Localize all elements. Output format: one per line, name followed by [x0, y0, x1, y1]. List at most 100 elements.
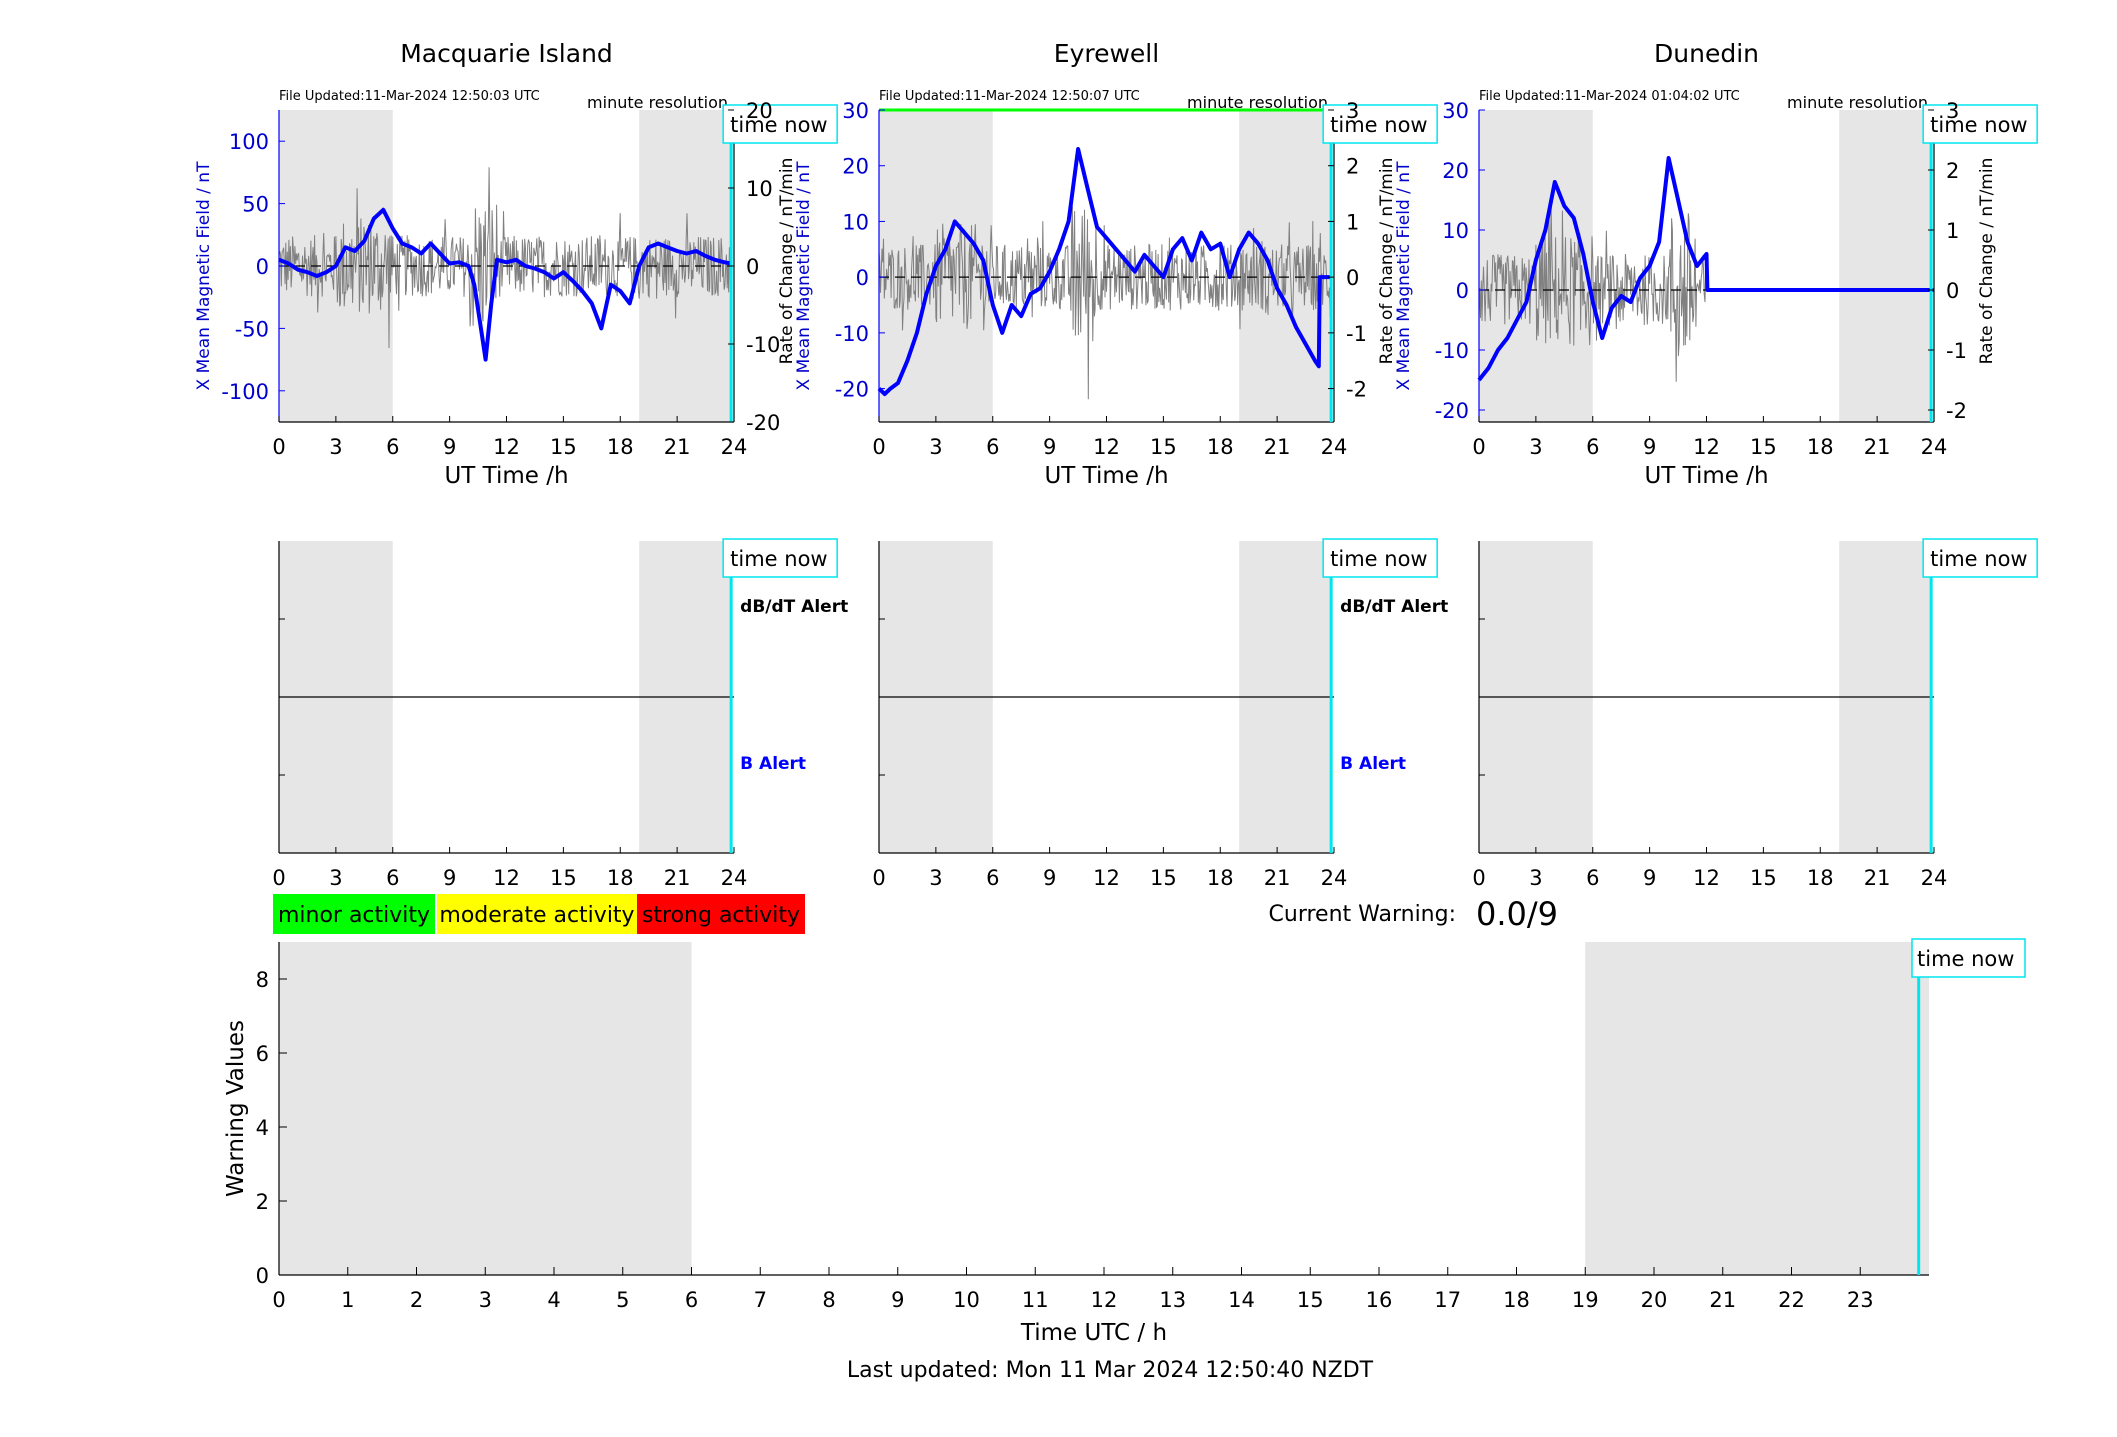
x-tick-label: 3 [479, 1288, 492, 1312]
x-tick-label: 24 [1921, 435, 1948, 459]
b-tick-label: -100 [221, 380, 269, 404]
x-tick-label: 3 [929, 866, 942, 890]
rate-tick-label: -10 [746, 333, 780, 357]
b-tick-label: -20 [1435, 399, 1469, 423]
legend-moderate-swatch [437, 894, 637, 934]
x-axis-label: UT Time /h [1044, 463, 1168, 489]
rate-tick-label: 20 [746, 99, 773, 123]
rate-tick-label: -1 [1346, 322, 1367, 346]
file-updated-text: File Updated:11-Mar-2024 01:04:02 UTC [1479, 89, 1740, 104]
x-tick-label: 9 [1043, 435, 1056, 459]
rate-tick-label: 0 [746, 255, 759, 279]
alert-panel-0: time now dB/dT Alert B Alert 0 3 6 9 12 15 18 21 24 [272, 538, 848, 890]
x-tick-label: 9 [443, 435, 456, 459]
x-tick-label: 24 [1321, 435, 1348, 459]
x-tick-label: 18 [607, 866, 634, 890]
x-tick-label: 15 [1297, 1288, 1324, 1312]
x-tick-label: 18 [607, 435, 634, 459]
time-now-box [1322, 104, 1438, 144]
night-band [1585, 942, 1929, 1275]
b-tick-label: 10 [842, 210, 869, 234]
x-tick-label: 24 [721, 435, 748, 459]
b-tick-label: 10 [1442, 219, 1469, 243]
x-tick-label: 24 [1921, 866, 1948, 890]
time-now-label: time now [1930, 113, 2027, 137]
rate-tick-label: -2 [1946, 399, 1967, 423]
time-now-box [1922, 104, 2038, 144]
x-tick-label: 3 [329, 866, 342, 890]
x-tick-label: 16 [1366, 1288, 1393, 1312]
legend-moderate-label: moderate activity [439, 903, 634, 928]
x-tick-label: 1 [341, 1288, 354, 1312]
b-alert-label: B Alert [1340, 754, 1406, 774]
x-tick-label: 6 [685, 1288, 698, 1312]
y-axis-label: Warning Values [223, 1020, 249, 1197]
x-tick-label: 4 [547, 1288, 560, 1312]
x-tick-label: 3 [929, 435, 942, 459]
rate-tick-label: 3 [1346, 99, 1359, 123]
legend-minor-label: minor activity [278, 903, 430, 928]
station-field-panels: Macquarie Island File Updated:11-Mar-2024… [194, 39, 2038, 489]
time-now-label: time now [1930, 547, 2027, 571]
x-tick-label: 24 [721, 866, 748, 890]
x-tick-label: 18 [1807, 435, 1834, 459]
rate-tick-label: -2 [1346, 378, 1367, 402]
time-now-label: time now [730, 547, 827, 571]
x-tick-label: 2 [410, 1288, 423, 1312]
rate-tick-label: 3 [1946, 99, 1959, 123]
x-tick-label: 15 [1150, 866, 1177, 890]
station-alert-panels: time now dB/dT Alert B Alert 0 3 6 9 12 15 18 21 24… [272, 538, 2038, 890]
y-tick-label: 0 [256, 1264, 269, 1288]
x-tick-label: 9 [1643, 435, 1656, 459]
rate-tick-label: 2 [1946, 159, 1959, 183]
x-tick-label: 0 [872, 866, 885, 890]
time-now-label: time now [730, 113, 827, 137]
rate-tick-label: 2 [1346, 155, 1359, 179]
current-warning-label: Current Warning: [1269, 902, 1456, 927]
x-tick-label: 18 [1207, 866, 1234, 890]
magnetic-field-trace [877, 147, 1332, 397]
x-tick-label: 15 [550, 866, 577, 890]
station-title: Eyrewell [1054, 39, 1159, 68]
time-now-label: time now [1330, 113, 1427, 137]
x-tick-label: 18 [1503, 1288, 1530, 1312]
x-axis-label: UT Time /h [444, 463, 568, 489]
x-tick-label: 12 [1693, 435, 1720, 459]
rate-tick-label: 0 [1946, 279, 1959, 303]
magnetic-field-trace [1477, 156, 1934, 382]
x-tick-label: 6 [386, 435, 399, 459]
b-tick-label: 30 [1442, 99, 1469, 123]
y-tick-label: 8 [256, 968, 269, 992]
legend-strong-swatch [637, 894, 805, 934]
b-axis-label: X Mean Magnetic Field / nT [194, 161, 214, 391]
x-tick-label: 10 [953, 1288, 980, 1312]
x-tick-label: 15 [1150, 435, 1177, 459]
rate-of-change-trace [1478, 196, 1707, 382]
rate-tick-label: 1 [1346, 210, 1359, 234]
b-tick-label: 0 [856, 266, 869, 290]
b-alert-label: B Alert [740, 754, 806, 774]
x-tick-label: 6 [386, 866, 399, 890]
x-tick-label: 6 [1586, 866, 1599, 890]
time-now-box [722, 104, 838, 144]
x-axis-label: UT Time /h [1644, 463, 1768, 489]
x-tick-label: 20 [1641, 1288, 1668, 1312]
station-panel-2: Dunedin File Updated:11-Mar-2024 01:04:02… [1394, 39, 2038, 489]
x-tick-label: 21 [1264, 435, 1291, 459]
b-tick-label: 20 [842, 155, 869, 179]
x-tick-label: 7 [754, 1288, 767, 1312]
x-tick-label: 21 [1709, 1288, 1736, 1312]
x-tick-label: 18 [1807, 866, 1834, 890]
y-tick-label: 2 [256, 1190, 269, 1214]
x-tick-label: 0 [272, 1288, 285, 1312]
legend-strong-label: strong activity [642, 903, 800, 928]
x-tick-label: 3 [1529, 435, 1542, 459]
x-tick-label: 12 [1093, 866, 1120, 890]
alert-panel-2: time now 0 3 6 9 12 15 18 21 24 [1472, 538, 2038, 890]
x-tick-label: 0 [272, 866, 285, 890]
x-tick-label: 24 [1321, 866, 1348, 890]
alert-panel-1: time now dB/dT Alert B Alert 0 3 6 9 12 15 18 21 24 [872, 538, 1448, 890]
x-tick-label: 6 [986, 435, 999, 459]
magnetic-field-trace [278, 207, 732, 362]
